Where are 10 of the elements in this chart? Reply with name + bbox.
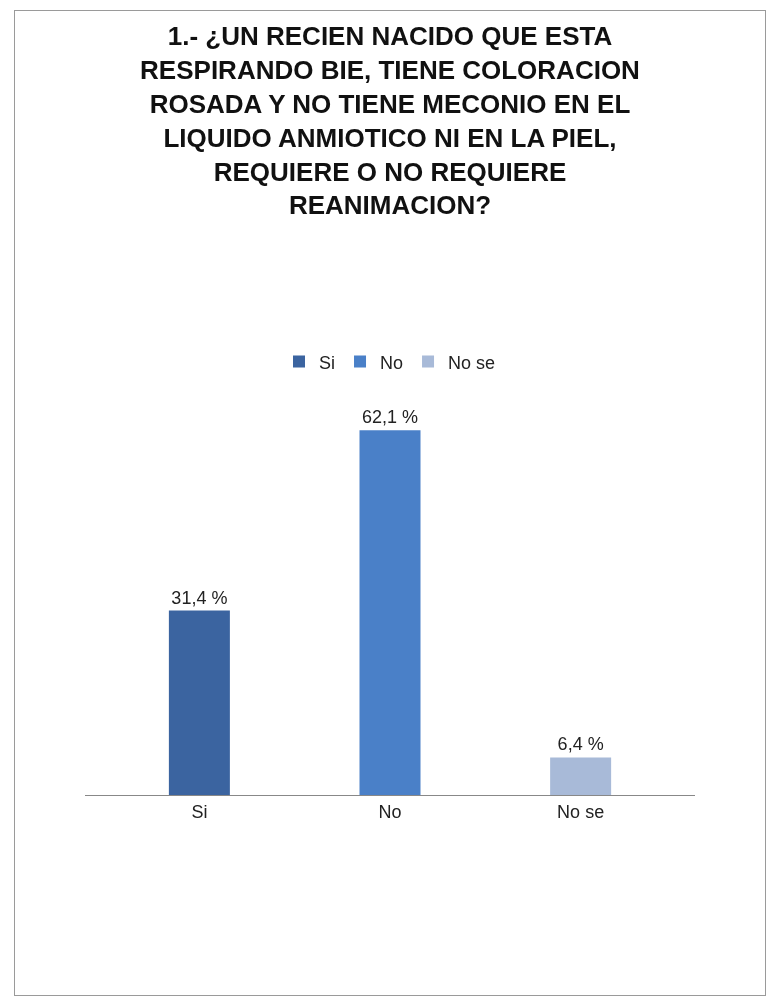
data-label: 31,4 % bbox=[171, 587, 228, 608]
legend-label: No bbox=[380, 352, 404, 373]
legend-label: Si bbox=[319, 352, 336, 373]
data-label: 62,1 % bbox=[361, 407, 419, 428]
legend-label: No se bbox=[448, 352, 496, 373]
x-tick-label: No bbox=[378, 801, 402, 822]
x-tick-label: No se bbox=[557, 801, 605, 822]
x-tick-label: Si bbox=[191, 801, 208, 822]
data-label: 6,4 % bbox=[557, 734, 604, 755]
chart-title: 1.- ¿UN RECIEN NACIDO QUE ESTA RESPIRANDO BIE, TIENE COLORACION ROSADA Y NO TIENE MECONIO EN EL LIQUIDO ANMIOTICO NI EN LA PIEL, REQUIERE O NO REQUIERE REANIMACION? bbox=[140, 21, 640, 221]
